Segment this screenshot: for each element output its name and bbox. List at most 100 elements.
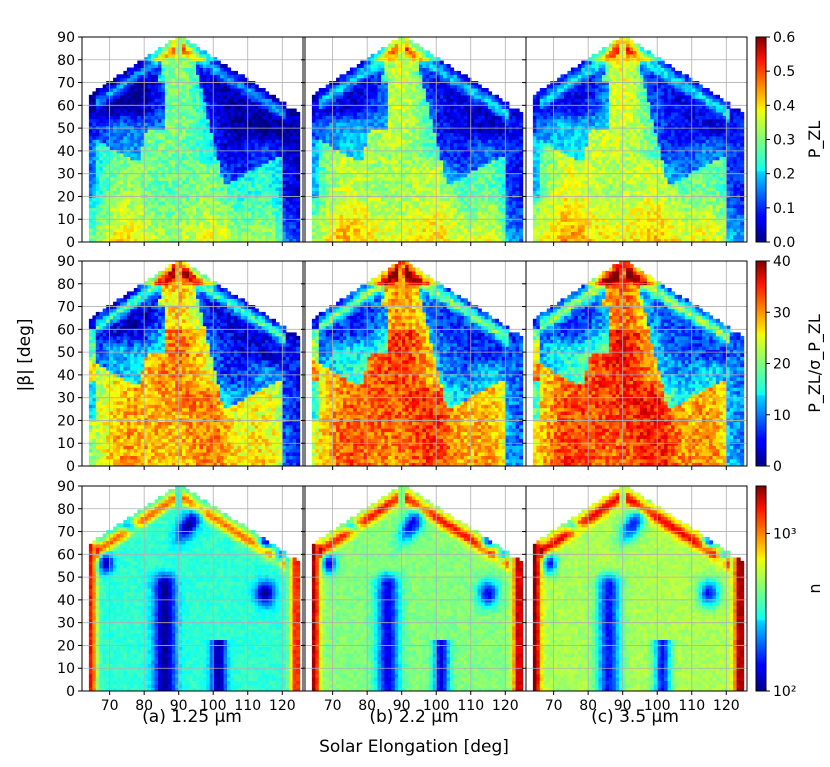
colorbar-tick-label: 0.4	[773, 98, 795, 114]
x-tick-label: 70	[101, 698, 119, 714]
column-label-c: (c) 3.5 μm	[591, 707, 679, 727]
x-tick-label: 90	[614, 698, 632, 714]
panel-frame	[81, 485, 304, 692]
colorbar-tick-label: 0.0	[773, 235, 795, 251]
panel-frame	[525, 36, 748, 243]
y-tick-label: 60	[57, 547, 75, 563]
y-tick-label: 40	[57, 593, 75, 609]
colorbar-snr: 0 10 20 30 40 P_ZL/σ_P_ZL	[755, 254, 825, 475]
x-tick-label: 110	[678, 698, 705, 714]
colorbar-tick-label: 0.6	[773, 30, 795, 46]
y-tick-label: 90	[57, 479, 75, 495]
y-tick-label: 20	[57, 638, 75, 654]
heatmap-cells	[532, 485, 745, 692]
y-tick-label: 0	[66, 459, 75, 475]
y-tick-label: 10	[57, 212, 75, 228]
colorbar-tick-label: 0.5	[773, 64, 795, 80]
y-tick-label: 50	[57, 570, 75, 586]
x-tick-label: 100	[200, 698, 227, 714]
heatmap-cells	[311, 36, 524, 243]
panel-snr-a: 0 10 20 30 40 50 60 70 80 90	[57, 254, 304, 475]
y-tick-label: 90	[57, 30, 75, 46]
colorbar-pzl: 0.0 0.1 0.2 0.3 0.4 0.5 0.6 P_ZL	[755, 30, 825, 251]
panel-frame	[525, 260, 748, 467]
y-tick-label: 10	[57, 661, 75, 677]
x-tick-label: 80	[358, 698, 376, 714]
panel-pzl-a: 0 10 20 30 40 50 60 70 80 90	[57, 30, 304, 251]
grid	[305, 485, 526, 692]
x-tick-label: 120	[492, 698, 519, 714]
x-tick-label: 120	[269, 698, 296, 714]
heatmap-cells	[88, 36, 301, 243]
x-tick-label: 110	[457, 698, 484, 714]
column-label-a: (a) 1.25 μm	[142, 707, 242, 727]
panel-pzl-c	[522, 36, 748, 246]
x-tick-label: 90	[393, 698, 411, 714]
colorbar-label: P_ZL	[805, 121, 825, 159]
panel-count-c: 70 80 90 100 110 120	[522, 485, 748, 714]
x-tick-label: 80	[579, 698, 597, 714]
panel-frame	[81, 260, 304, 467]
y-axis-label: |β| [deg]	[15, 318, 35, 391]
y-tick-label: 30	[57, 616, 75, 632]
y-tick-label: 50	[57, 121, 75, 137]
heatmap-cells	[311, 260, 524, 467]
y-tick-label: 90	[57, 254, 75, 270]
grid	[305, 36, 526, 243]
y-tick-label: 40	[57, 144, 75, 160]
colorbar-tick-label: 30	[773, 305, 791, 321]
panel-snr-b	[301, 260, 527, 470]
colorbar-label: P_ZL/σ_P_ZL	[805, 314, 825, 413]
panel-count-a: 0 10 20 30 40 50 60 70 80 90 70 80 90 100 110 120	[57, 479, 304, 714]
heatmap-cells	[311, 485, 524, 692]
colorbar-tick-label: 0.2	[773, 167, 795, 183]
colorbar-tick-label: 10³	[773, 526, 796, 542]
x-tick-label: 90	[170, 698, 188, 714]
y-tick-label: 80	[57, 53, 75, 69]
colorbar-count: 10² 10³ n	[755, 485, 824, 700]
panel-frame	[81, 36, 304, 243]
y-tick-label: 80	[57, 502, 75, 518]
colorbar-tick-label: 0.1	[773, 201, 795, 217]
y-tick-label: 70	[57, 300, 75, 316]
x-axis-label: Solar Elongation [deg]	[319, 737, 509, 757]
panel-snr-c	[522, 260, 748, 470]
y-tick-label: 60	[57, 98, 75, 114]
panel-count-b: 70 80 90 100 110 120	[301, 485, 527, 714]
colorbar-tick-label: 10	[773, 408, 791, 424]
colorbar-tick-label: 0	[773, 459, 782, 475]
y-tick-label: 0	[66, 684, 75, 700]
y-tick-label: 80	[57, 277, 75, 293]
heatmap-cells	[532, 260, 745, 467]
y-tick-label: 30	[57, 391, 75, 407]
panel-pzl-b	[301, 36, 527, 246]
colorbar-tick-label: 20	[773, 357, 791, 373]
y-tick-label: 60	[57, 322, 75, 338]
x-tick-label: 70	[545, 698, 563, 714]
y-tick-label: 20	[57, 189, 75, 205]
y-tick-label: 50	[57, 345, 75, 361]
x-tick-label: 70	[324, 698, 342, 714]
y-tick-label: 40	[57, 368, 75, 384]
colorbar-tick-label: 40	[773, 254, 791, 270]
colorbar-tick-label: 10²	[773, 684, 796, 700]
y-tick-label: 20	[57, 413, 75, 429]
heatmap-cells	[88, 260, 301, 467]
x-tick-label: 80	[135, 698, 153, 714]
x-tick-label: 100	[644, 698, 671, 714]
x-tick-label: 100	[423, 698, 450, 714]
y-tick-label: 0	[66, 235, 75, 251]
panel-frame	[525, 485, 748, 692]
heatmap-cells	[532, 36, 745, 243]
y-tick-label: 30	[57, 167, 75, 183]
y-tick-label: 70	[57, 76, 75, 92]
x-tick-label: 110	[234, 698, 261, 714]
y-tick-label: 10	[57, 436, 75, 452]
column-label-b: (b) 2.2 μm	[369, 707, 458, 727]
colorbar-label: n	[805, 583, 824, 593]
x-tick-label: 120	[713, 698, 740, 714]
heatmap-cells	[88, 485, 301, 692]
colorbar-tick-label: 0.3	[773, 133, 795, 149]
y-tick-label: 70	[57, 525, 75, 541]
